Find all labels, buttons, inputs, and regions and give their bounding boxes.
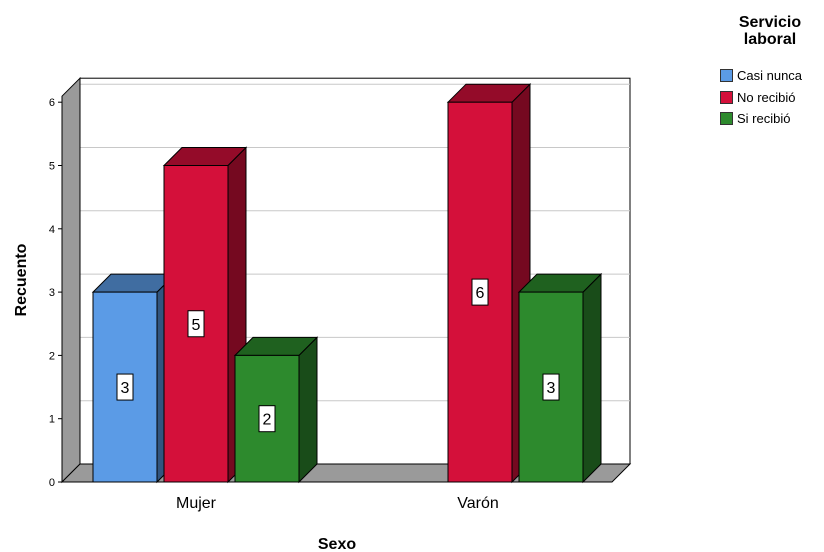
legend-swatch-si-recibio: [720, 111, 733, 125]
legend-title-line-1: Servicio: [738, 14, 802, 31]
bar-0-1-label: 5: [192, 317, 201, 334]
bar-0-2-label-box: [258, 405, 276, 433]
x-tick-label-1: Varón: [457, 495, 499, 512]
legend-item-no-recibio: No recibió: [720, 89, 796, 105]
bar-0-0-label-box: [116, 373, 134, 401]
legend-title-line-2: laboral: [743, 31, 797, 48]
bar-0-2-label: 2: [263, 412, 272, 429]
bar-0-0-label: 3: [121, 380, 130, 397]
legend-item-casi-nunca: Casi nunca: [720, 67, 802, 83]
y-tick-label-4: 4: [49, 224, 55, 236]
legend-swatch-casi-nunca: [720, 68, 733, 82]
y-tick-label-6: 6: [49, 97, 55, 109]
y-tick-label-0: 0: [49, 477, 55, 489]
bar-1-1-label-box: [471, 278, 489, 306]
y-tick-label-3: 3: [49, 287, 55, 299]
legend-label-no-recibio: No recibió: [737, 89, 796, 105]
bar-0-1-label-box: [187, 310, 205, 338]
bar-1-2-front: [518, 291, 584, 483]
y-axis-title: Recuento: [13, 243, 30, 316]
legend-swatch-no-recibio: [720, 90, 733, 104]
y-tick-label-1: 1: [49, 414, 55, 426]
bar-1-2-side: [582, 272, 602, 484]
legend-label-casi-nunca: Casi nunca: [737, 67, 803, 83]
y-tick-label-2: 2: [49, 350, 55, 362]
x-tick-label-0: Mujer: [176, 495, 217, 512]
bar-1-2-label: 3: [547, 380, 556, 397]
legend-label-si-recibio: Si recibió: [737, 110, 791, 126]
y-tick-label-5: 5: [49, 161, 55, 173]
legend-item-si-recibio: Si recibió: [720, 110, 790, 126]
bar-0-2-side: [298, 336, 318, 484]
bar-1-2-label-box: [542, 373, 560, 401]
bar-1-1-label: 6: [476, 285, 485, 302]
plot-left-wall: [61, 76, 81, 484]
legend-title: Servicio laboral: [715, 14, 824, 48]
x-axis-title: Sexo: [318, 536, 356, 552]
